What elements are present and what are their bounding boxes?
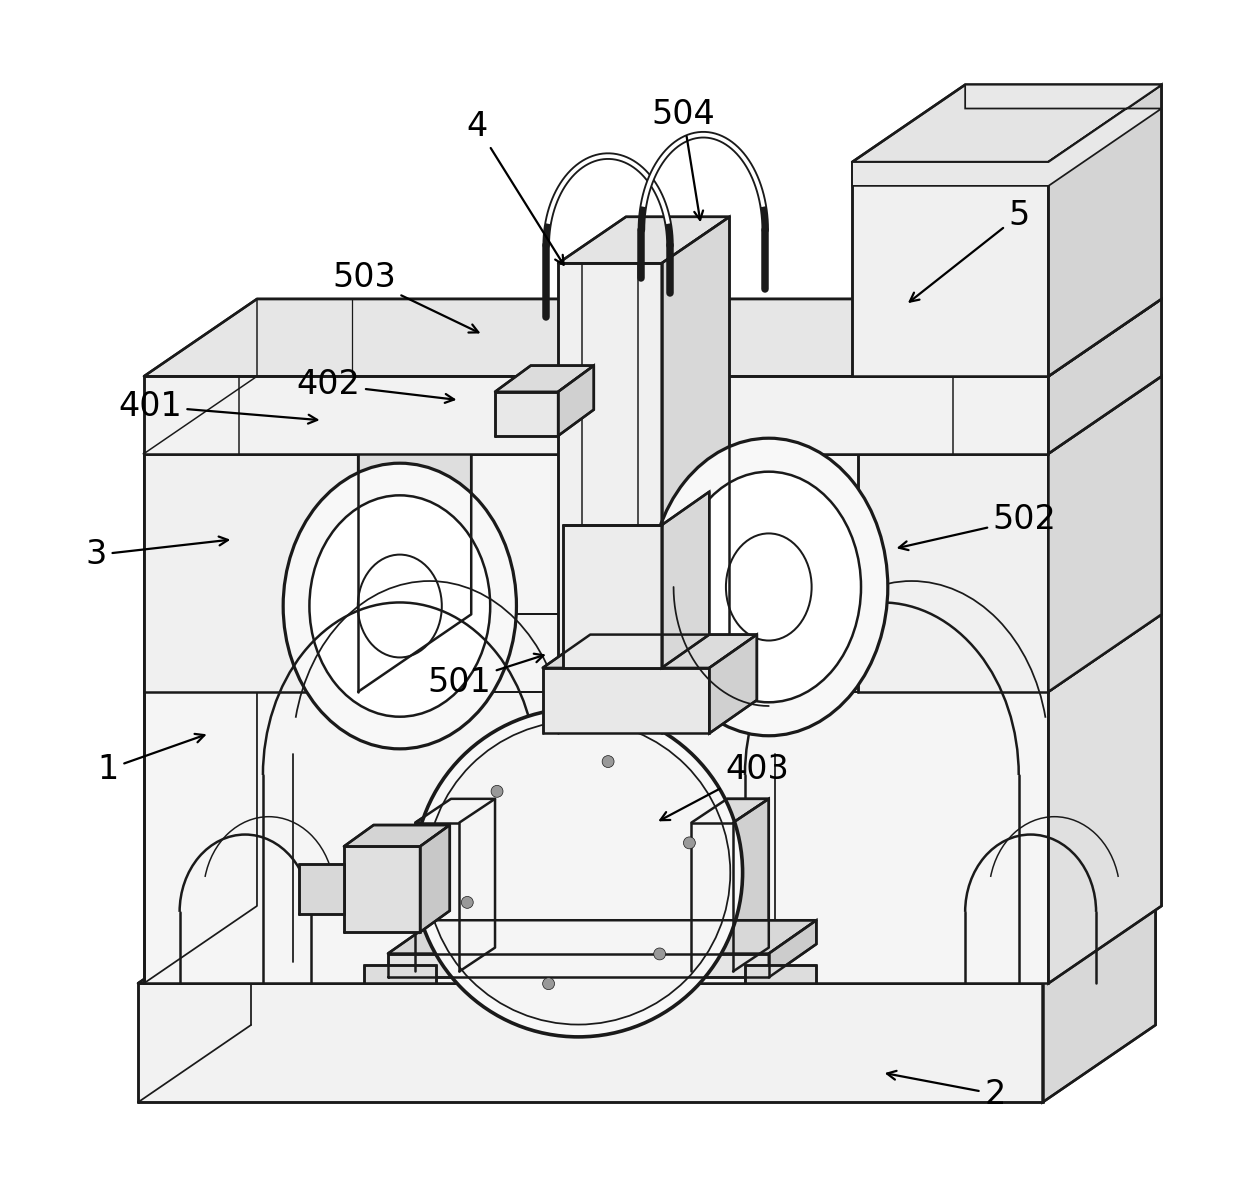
Ellipse shape xyxy=(310,495,490,717)
Polygon shape xyxy=(1049,376,1162,983)
Polygon shape xyxy=(1049,299,1162,453)
Polygon shape xyxy=(495,365,594,391)
Text: 502: 502 xyxy=(899,502,1056,550)
Polygon shape xyxy=(852,85,1162,162)
Polygon shape xyxy=(138,983,1043,1102)
Polygon shape xyxy=(1049,376,1162,692)
Ellipse shape xyxy=(358,555,441,657)
Polygon shape xyxy=(358,376,471,692)
Ellipse shape xyxy=(683,837,696,849)
Ellipse shape xyxy=(491,785,503,797)
Polygon shape xyxy=(733,799,769,971)
Text: 2: 2 xyxy=(887,1071,1006,1111)
Polygon shape xyxy=(388,953,769,977)
Text: 503: 503 xyxy=(332,261,479,333)
Polygon shape xyxy=(144,376,1049,453)
Polygon shape xyxy=(543,635,756,668)
Polygon shape xyxy=(299,864,343,914)
Text: 1: 1 xyxy=(98,734,205,785)
Ellipse shape xyxy=(653,948,666,960)
Ellipse shape xyxy=(427,721,730,1025)
Ellipse shape xyxy=(725,533,812,641)
Text: 5: 5 xyxy=(910,199,1029,302)
Polygon shape xyxy=(459,799,495,971)
Polygon shape xyxy=(343,826,450,847)
Text: 4: 4 xyxy=(466,110,564,265)
Polygon shape xyxy=(415,799,495,823)
Polygon shape xyxy=(343,847,420,932)
Text: 504: 504 xyxy=(651,98,715,220)
Polygon shape xyxy=(388,920,816,953)
Polygon shape xyxy=(558,365,594,435)
Polygon shape xyxy=(144,453,358,692)
Polygon shape xyxy=(769,920,816,977)
Polygon shape xyxy=(558,217,729,264)
Text: 401: 401 xyxy=(118,390,317,424)
Ellipse shape xyxy=(414,709,743,1037)
Text: 403: 403 xyxy=(661,753,789,820)
Polygon shape xyxy=(144,299,1162,376)
Polygon shape xyxy=(144,453,1049,983)
Polygon shape xyxy=(692,823,733,971)
Polygon shape xyxy=(495,391,558,435)
Text: 501: 501 xyxy=(428,654,543,699)
Polygon shape xyxy=(1049,376,1162,692)
Polygon shape xyxy=(662,492,709,668)
Polygon shape xyxy=(365,965,435,983)
Ellipse shape xyxy=(543,978,554,990)
Polygon shape xyxy=(144,376,471,453)
Polygon shape xyxy=(1049,85,1162,376)
Polygon shape xyxy=(858,453,1049,692)
Polygon shape xyxy=(852,162,1049,376)
Ellipse shape xyxy=(283,463,516,749)
Polygon shape xyxy=(558,264,662,734)
Ellipse shape xyxy=(650,438,888,736)
Polygon shape xyxy=(858,376,1162,453)
Polygon shape xyxy=(420,826,450,932)
Polygon shape xyxy=(1043,905,1156,1102)
Ellipse shape xyxy=(677,471,861,703)
Polygon shape xyxy=(692,799,769,823)
Text: 3: 3 xyxy=(86,537,228,571)
Text: 402: 402 xyxy=(296,369,454,403)
Polygon shape xyxy=(543,668,709,734)
Ellipse shape xyxy=(461,896,474,908)
Polygon shape xyxy=(745,965,816,983)
Polygon shape xyxy=(709,635,756,734)
Ellipse shape xyxy=(603,755,614,767)
Polygon shape xyxy=(563,525,662,668)
Polygon shape xyxy=(662,217,729,734)
Polygon shape xyxy=(144,376,1162,453)
Polygon shape xyxy=(852,85,1162,186)
Polygon shape xyxy=(415,823,459,971)
Polygon shape xyxy=(138,905,1156,983)
